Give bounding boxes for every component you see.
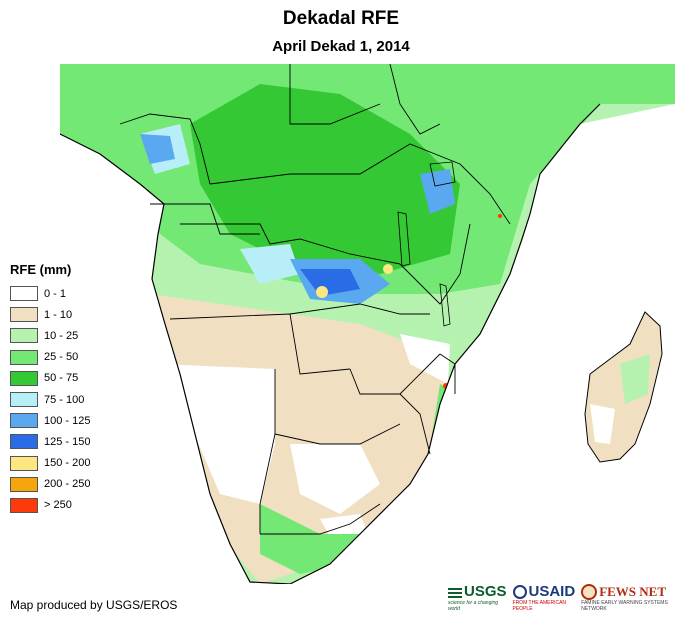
usaid-name: USAID xyxy=(528,583,576,600)
legend-items: 0 - 1 1 - 10 10 - 25 25 - 50 50 - 75 75 - 100… xyxy=(10,283,90,516)
legend-item: 150 - 200 xyxy=(10,453,90,474)
legend-label: > 250 xyxy=(44,499,72,512)
legend-item: 0 - 1 xyxy=(10,283,90,304)
coastline xyxy=(60,103,601,584)
fews-name: FEWS NET xyxy=(599,584,667,599)
map-credit: Map produced by USGS/EROS xyxy=(10,598,178,612)
legend-label: 150 - 200 xyxy=(44,457,91,470)
legend-swatch xyxy=(10,392,38,408)
usgs-name: USGS xyxy=(464,583,507,600)
legend-swatch xyxy=(10,476,38,492)
legend-label: 75 - 100 xyxy=(44,393,85,406)
fews-globe-icon xyxy=(581,584,598,600)
lake-victoria xyxy=(429,161,456,187)
legend-swatch xyxy=(10,413,38,429)
legend-swatch xyxy=(10,497,38,513)
legend-label: 125 - 150 xyxy=(44,435,91,448)
lake-malawi xyxy=(439,283,451,327)
legend-item: 200 - 250 xyxy=(10,474,90,495)
legend-swatch xyxy=(10,286,38,302)
agency-logos: USGS science for a changing world USAID … xyxy=(448,584,682,612)
legend-item: 125 - 150 xyxy=(10,431,90,452)
legend: RFE (mm) 0 - 1 1 - 10 10 - 25 25 - 50 50 - 7… xyxy=(10,262,90,516)
legend-label: 200 - 250 xyxy=(44,478,91,491)
usaid-tagline: FROM THE AMERICAN PEOPLE xyxy=(512,600,567,612)
legend-swatch xyxy=(10,307,38,323)
legend-swatch xyxy=(10,349,38,365)
rainfall-map xyxy=(60,64,675,584)
legend-label: 50 - 75 xyxy=(44,372,79,385)
legend-label: 25 - 50 xyxy=(44,351,79,364)
legend-item: 25 - 50 xyxy=(10,347,90,368)
map-title: Dekadal RFE xyxy=(282,8,400,29)
usaid-seal-icon xyxy=(512,585,527,599)
usgs-tagline: science for a changing world xyxy=(448,600,499,612)
legend-item: 10 - 25 xyxy=(10,325,90,346)
legend-item: 75 - 100 xyxy=(10,389,90,410)
fews-tagline: FAMINE EARLY WARNING SYSTEMS NETWORK xyxy=(581,600,668,612)
rainfall-shading xyxy=(60,64,675,584)
legend-swatch xyxy=(10,370,38,386)
legend-swatch xyxy=(10,455,38,471)
legend-item: 100 - 125 xyxy=(10,410,90,431)
usaid-logo: USAID FROM THE AMERICAN PEOPLE xyxy=(512,583,576,612)
usgs-logo: USGS science for a changing world xyxy=(448,584,507,612)
legend-item: > 250 xyxy=(10,495,90,516)
legend-label: 100 - 125 xyxy=(44,414,91,427)
legend-title: RFE (mm) xyxy=(10,262,72,277)
legend-label: 10 - 25 xyxy=(44,329,79,342)
legend-item: 50 - 75 xyxy=(10,368,90,389)
lake-tanganyika xyxy=(397,211,411,267)
legend-label: 1 - 10 xyxy=(44,308,73,321)
country-borders xyxy=(119,64,511,535)
legend-swatch xyxy=(10,328,38,344)
legend-swatch xyxy=(10,434,38,450)
legend-label: 0 - 1 xyxy=(44,287,67,300)
map-subtitle: April Dekad 1, 2014 xyxy=(272,38,410,55)
usgs-wave-icon xyxy=(448,586,462,598)
fews-logo: FEWS NET FAMINE EARLY WARNING SYSTEMS NE… xyxy=(581,584,676,612)
legend-item: 1 - 10 xyxy=(10,304,90,325)
